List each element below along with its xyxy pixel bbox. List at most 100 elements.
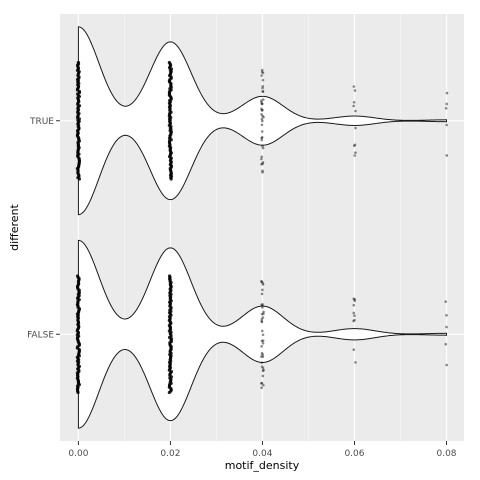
data-point [261,90,265,93]
data-point [260,319,263,323]
data-point [261,306,264,309]
data-point [260,163,263,166]
data-point [353,89,357,92]
data-point [445,363,448,367]
data-point [260,312,264,316]
data-point [444,342,448,346]
data-point [260,123,264,127]
data-point [260,345,263,348]
x-axis-title: motif_density [225,459,300,472]
data-point [261,146,265,150]
data-point [445,123,448,127]
data-point [261,303,264,306]
data-point [260,130,264,133]
data-point [260,381,264,385]
data-point [260,386,263,390]
data-point [445,154,449,157]
data-point [353,154,357,157]
data-point [260,280,264,284]
data-point [352,348,356,352]
data-point [261,114,264,118]
data-point [260,317,264,321]
data-point [260,351,264,355]
data-point [261,161,265,164]
data-point [260,99,263,102]
data-point [167,390,171,395]
data-point [261,162,264,165]
y-axis-title: different [8,203,21,250]
data-point [260,339,264,343]
data-point [260,136,264,140]
data-point [354,151,357,155]
data-point [261,78,265,82]
data-point [353,318,356,322]
data-point [260,320,264,324]
data-point [260,381,263,385]
data-point [77,177,82,181]
data-point [260,138,264,142]
data-point [354,109,357,113]
data-point [260,292,264,296]
data-point [352,297,356,301]
data-point [262,115,265,119]
data-point [260,102,264,106]
data-point [261,90,265,93]
x-tick-label: 0.04 [252,449,272,459]
data-point [353,314,356,318]
data-point [353,143,357,147]
axis-ticks: 0.00 0.02 0.04 0.06 0.08 TRUE FALSE [27,117,457,459]
data-point [260,280,263,283]
data-point [261,71,265,75]
data-point [262,368,265,372]
data-point [261,316,265,319]
x-tick-label: 0.06 [344,449,364,459]
x-tick-label: 0.00 [68,449,88,459]
data-point [260,112,263,116]
data-point [261,144,264,148]
data-point [261,85,265,88]
y-tick-label: TRUE [29,117,54,127]
data-point [261,366,265,370]
data-point [261,281,264,285]
data-point [444,300,447,303]
data-point [260,117,264,121]
y-tick-label: FALSE [27,330,54,340]
data-point [352,144,356,148]
data-point [261,333,265,337]
data-point [261,355,265,358]
data-point [261,283,265,286]
x-tick-label: 0.02 [160,449,180,459]
data-point [260,74,264,77]
data-point [260,365,264,368]
data-point [260,361,264,364]
data-point [260,355,263,358]
data-point [353,298,357,301]
data-point [352,100,356,104]
data-point [260,102,264,106]
data-point [261,329,264,333]
data-point [261,119,264,123]
data-point [169,177,173,181]
data-point [445,102,449,106]
data-point [261,339,265,342]
data-point [352,104,356,108]
data-point [260,303,264,307]
x-tick-label: 0.08 [436,449,456,459]
data-point [260,100,263,104]
data-point [260,155,264,159]
data-point [261,374,265,378]
data-point [76,390,80,395]
data-point [445,325,448,329]
data-point [352,319,355,323]
data-point [352,85,356,88]
data-point [261,170,264,174]
data-point [354,361,357,364]
data-point [444,106,448,110]
data-point [262,98,265,101]
data-point [445,314,448,317]
data-point [261,353,264,356]
data-point [260,109,264,112]
data-point [352,303,356,307]
data-point [260,136,264,139]
